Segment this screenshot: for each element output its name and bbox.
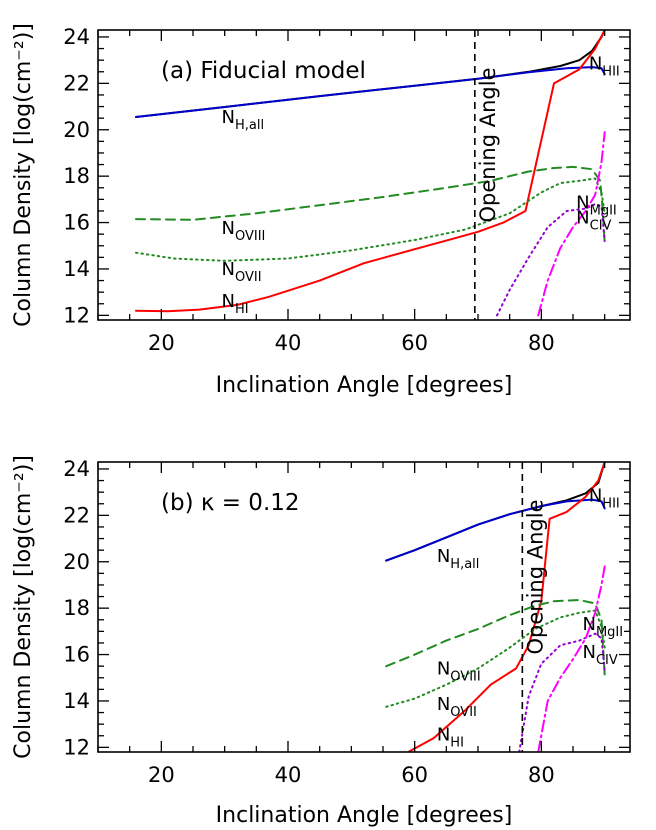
series-label-sub: HI [235,302,249,317]
opening-angle-label: Opening Angle [476,68,500,223]
series-line-n-civ [537,565,606,752]
series-line-n-ovii [385,609,606,708]
y-tick-label: 24 [63,25,90,49]
series-label-sub: HII [602,496,619,511]
panel-b: Opening Angle 20 40 60 80 12 14 16 18 20 22 24 Incli… [11,455,631,828]
x-tick-label: 60 [401,331,428,355]
series-label-hii: NHII [589,53,620,79]
series-line-n-oviii [135,165,606,245]
x-tick-label: 40 [275,331,302,355]
y-tick-label: 12 [63,303,90,327]
series-line-n-civ [537,131,606,317]
x-axis-label: Inclination Angle [degrees] [216,803,513,828]
x-tick-label: 80 [528,331,555,355]
x-tick-label: 80 [528,763,555,787]
series-label-sub: H,all [450,557,479,572]
series-label-base: N [576,208,589,229]
y-tick-label: 20 [63,118,90,142]
series-label-base: N [437,724,450,745]
series-label-sub: OVII [235,270,262,285]
series-label-sub: OVIII [450,669,480,684]
series-label-base: N [437,658,450,679]
series-label-base: N [437,546,450,567]
series-line-n-mgii [518,632,606,752]
series-label-base: N [583,614,596,635]
y-tick-label: 16 [63,643,90,667]
series-label-sub: MgII [590,204,617,219]
series-label-oviii: NOVIII [222,218,266,244]
series-label-base: N [222,107,235,128]
series-label-sub: MgII [596,625,623,640]
y-tick-label: 22 [63,503,90,527]
series-line-n-hi [407,462,606,752]
series-label-civ: NCIV [576,208,611,234]
x-tick-label: 40 [275,763,302,787]
y-tick-label: 24 [63,457,90,481]
series-label-h-all: NH,all [222,107,265,133]
series-label-hii: NHII [589,485,620,511]
series-label-base: N [576,193,589,214]
plot-area [135,30,606,317]
series-label-sub: OVII [450,705,477,720]
series-line-n-ovii [135,177,606,262]
series-label-base: N [222,291,235,312]
y-axis-label: Column Density [log(cm⁻²)] [11,455,36,759]
series-line-n-oviii [385,599,606,677]
series-label-base: N [589,53,602,74]
series-line-n-mgii [496,203,606,317]
x-axis-label: Inclination Angle [degrees] [216,373,513,398]
series-label-base: N [222,259,235,280]
series-label-civ: NCIV [583,642,618,668]
plot-frame [97,29,631,321]
y-tick-label: 14 [63,257,90,281]
plot-frame [97,461,631,753]
series-line-n-hii [385,462,606,562]
series-label-oviii: NOVIII [437,658,481,684]
y-tick-label: 12 [63,735,90,759]
series-label-base: N [589,485,602,506]
series-line-n-h-all [135,66,606,118]
plot-area [385,462,606,752]
x-tick-label: 20 [148,763,175,787]
opening-angle-label: Opening Angle [523,500,547,655]
series-line-n-h-all [385,498,606,562]
y-tick-label: 22 [63,71,90,95]
y-tick-label: 16 [63,211,90,235]
series-label-ovii: NOVII [222,259,262,285]
series-line-n-hi [135,30,606,313]
series-label-mgii: NMgII [583,614,624,640]
series-label-sub: HI [450,735,464,750]
series-label-h-all: NH,all [437,546,480,572]
y-tick-label: 18 [63,164,90,188]
series-label-base: N [437,694,450,715]
y-tick-label: 14 [63,689,90,713]
series-label-sub: H,all [235,118,264,133]
panel-annotation: (a) Fiducial model [161,58,366,84]
series-label-mgii: NMgII [576,193,617,219]
y-tick-label: 18 [63,596,90,620]
series-label-base: N [583,642,596,663]
series-label-ovii: NOVII [437,694,477,720]
series-label-sub: OVIII [235,229,265,244]
x-tick-label: 20 [148,331,175,355]
series-label-hi: NHI [222,291,249,317]
y-axis-label: Column Density [log(cm⁻²)] [11,23,36,327]
series-label-sub: CIV [590,219,612,234]
series-label-hi: NHI [437,724,464,750]
panel-a: Opening Angle 20 40 60 80 12 14 16 18 20 22 24 Incli… [11,23,631,398]
y-tick-label: 20 [63,550,90,574]
series-label-sub: CIV [596,653,618,668]
series-label-base: N [222,218,235,239]
x-tick-label: 60 [401,763,428,787]
series-label-sub: HII [602,64,619,79]
panel-annotation: (b) κ = 0.12 [161,490,300,516]
